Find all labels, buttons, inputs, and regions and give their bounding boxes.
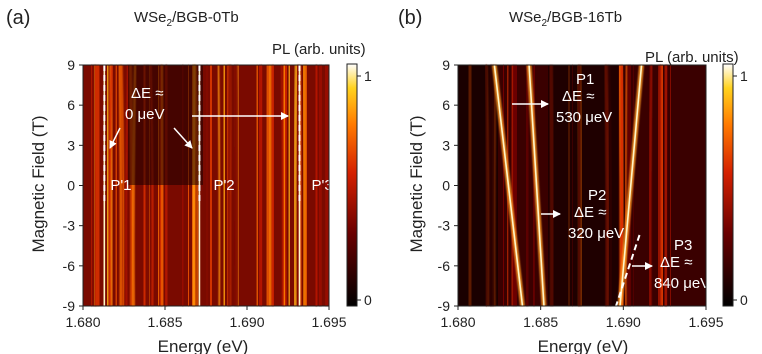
x-tick-label: 1.695: [311, 314, 346, 330]
heatmap-b: [458, 64, 706, 307]
spectral-stripe: [207, 64, 216, 307]
annotation-delta-value: 530 μeV: [556, 109, 612, 126]
x-tick-label: 1.685: [523, 314, 558, 330]
spectral-stripe: [317, 64, 324, 307]
panel-a-xlabel: Energy (eV): [158, 337, 249, 354]
spectral-stripe: [293, 64, 298, 307]
spectral-stripe: [524, 64, 531, 307]
y-tick-label: 3: [67, 137, 75, 153]
spectral-stripe: [120, 64, 125, 307]
panel-b-label: (b): [398, 7, 422, 29]
annotation-arrow: [109, 127, 121, 149]
annotation-delta-value: 840 μeV: [654, 275, 710, 292]
y-tick-label: -9: [438, 298, 451, 314]
peak-label: P'3: [311, 177, 332, 194]
spectral-stripe: [313, 64, 320, 307]
y-tick-label: 0: [442, 178, 450, 194]
spectral-stripe: [532, 64, 536, 307]
y-tick-label: 6: [442, 97, 450, 113]
peak-line: [528, 64, 545, 307]
panel-b-xlabel: Energy (eV): [538, 337, 629, 354]
y-tick-label: 3: [442, 137, 450, 153]
annotation-delta-label: ΔE ≈: [660, 254, 692, 271]
y-tick-label: -9: [63, 298, 76, 314]
annotation-delta-value: 0 μeV: [125, 106, 165, 123]
spectral-stripe: [548, 64, 555, 307]
annotation-delta-label: ΔE ≈: [574, 204, 606, 221]
spectral-stripe: [648, 64, 654, 307]
overlay-a: P'1 P'2 P'3 ΔE ≈ 0 μeV: [103, 65, 333, 205]
panel-a-colorbar-tick-1: 1: [364, 68, 372, 84]
panel-b-title: WSe2/BGB-16Tb: [509, 9, 622, 29]
peak-guide-dashed: [615, 234, 641, 307]
panel-b-ylabel: Magnetic Field (T): [407, 116, 426, 253]
y-tick-label: 9: [67, 57, 75, 73]
y-tick-label: 0: [67, 178, 75, 194]
x-tick-label: 1.680: [440, 314, 475, 330]
spectral-stripe: [607, 64, 613, 307]
spectral-stripe: [510, 64, 520, 307]
spectral-stripe: [255, 64, 260, 307]
panel-b-colorbar-tick-1: 1: [740, 68, 748, 84]
spectral-stripe: [226, 64, 233, 307]
heatmap-dark-region: [128, 65, 203, 185]
spectral-stripe: [280, 64, 284, 307]
spectral-stripe: [663, 64, 669, 307]
annotation-peak-name: P2: [588, 187, 606, 204]
panel-a-title: WSe2/BGB-0Tb: [134, 9, 239, 29]
spectral-stripe: [125, 64, 130, 307]
annotation-arrow: [173, 127, 193, 149]
x-tick-label: 1.690: [606, 314, 641, 330]
y-tick-label: -6: [63, 258, 76, 274]
spectral-stripe: [257, 64, 264, 307]
spectral-stripe: [220, 64, 228, 307]
spectral-stripe: [266, 64, 274, 307]
panel-a-colorbar-label: PL (arb. units): [272, 41, 366, 58]
panel-b-colorbar: [722, 63, 734, 307]
y-tick-label: -6: [438, 258, 451, 274]
x-tick-label: 1.685: [147, 314, 182, 330]
spectral-stripe: [656, 64, 663, 307]
heatmap-dark-region: [458, 65, 498, 306]
heatmap-a: [83, 64, 332, 307]
annotation-peak-name: P3: [674, 237, 692, 254]
spectral-stripe: [323, 64, 332, 307]
axes-a: 9 6 3 0 -3 -6 -91.680 1.685 1.690 1.695: [63, 57, 347, 330]
peak-label: P'1: [110, 177, 131, 194]
annotation-delta-value: 320 μeV: [568, 225, 624, 242]
spectral-stripe: [114, 64, 118, 307]
spectral-stripe: [575, 64, 584, 307]
panel-a-colorbar-tick-0: 0: [364, 292, 372, 308]
panel-b-colorbar-tick-0: 0: [740, 292, 748, 308]
annotation-delta-label: ΔE ≈: [131, 85, 163, 102]
heatmap-dark-region: [548, 65, 618, 306]
peak-label: P'2: [213, 177, 234, 194]
x-tick-label: 1.690: [229, 314, 264, 330]
panel-a-label: (a): [6, 7, 30, 29]
x-tick-label: 1.695: [688, 314, 723, 330]
spectral-stripe: [232, 64, 240, 307]
annotation-peak-name: P1: [576, 71, 594, 88]
peak-line: [493, 64, 524, 307]
y-tick-label: 6: [67, 97, 75, 113]
panel-a: (a) WSe2/BGB-0Tb PL (arb. units) P'1 P'2 P…: [6, 7, 372, 354]
annotation-delta-label: ΔE ≈: [562, 88, 594, 105]
peak-line: [619, 64, 643, 307]
spectral-stripe: [118, 64, 123, 307]
y-tick-label: -3: [63, 218, 76, 234]
spectral-stripe: [217, 64, 221, 307]
x-tick-label: 1.680: [65, 314, 100, 330]
panel-a-ylabel: Magnetic Field (T): [29, 116, 48, 253]
y-tick-label: 9: [442, 57, 450, 73]
panel-a-colorbar: [346, 63, 358, 307]
axes-b: 9 6 3 0 -3 -6 -91.680 1.685 1.690 1.695: [438, 57, 724, 330]
panel-b-colorbar-label: PL (arb. units): [645, 49, 739, 66]
y-tick-label: -3: [438, 218, 451, 234]
